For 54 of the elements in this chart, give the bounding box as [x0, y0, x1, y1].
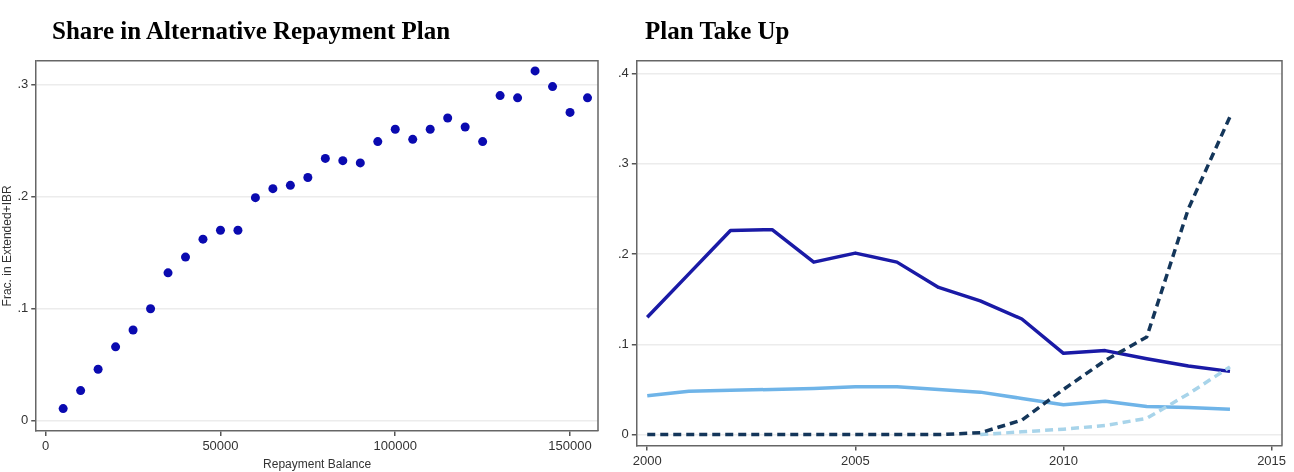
point: [548, 82, 558, 92]
point: [181, 252, 191, 262]
x-tick-label: 2005: [840, 452, 870, 468]
point: [495, 91, 505, 101]
point: [76, 386, 86, 396]
point: [408, 134, 418, 144]
y-tick-label: .3: [17, 75, 29, 91]
point: [373, 137, 383, 147]
chart-title: Share in Alternative Repayment Plan: [51, 16, 452, 46]
y-axis-title: Frac. in Extended+IBR: [0, 185, 14, 307]
y-tick-label: .2: [17, 188, 29, 204]
point: [233, 225, 243, 235]
point: [303, 172, 313, 182]
line-series: [978, 365, 1232, 437]
point: [215, 225, 225, 235]
x-axis-title: Repayment Balance: [263, 457, 372, 472]
point: [111, 342, 121, 352]
x-tick-label: 2000: [632, 452, 662, 468]
chart-title: Plan Take Up: [644, 16, 791, 46]
point: [146, 304, 156, 314]
point: [390, 124, 400, 134]
point: [128, 325, 138, 335]
point: [58, 404, 68, 414]
point: [320, 153, 330, 163]
point: [198, 234, 208, 244]
point: [425, 124, 435, 134]
point: [93, 364, 103, 374]
point: [443, 113, 453, 123]
y-tick-label: .4: [618, 65, 629, 81]
y-tick-label: 0: [621, 426, 629, 442]
point: [285, 180, 295, 190]
x-tick-label: 2015: [1257, 452, 1287, 468]
line-series: [645, 115, 1232, 437]
point: [565, 107, 575, 117]
point: [163, 268, 173, 278]
point: [478, 137, 488, 147]
point: [513, 93, 523, 103]
point: [460, 122, 470, 132]
y-tick-label: .3: [618, 155, 629, 171]
point: [338, 156, 348, 166]
point: [583, 93, 593, 103]
x-tick-label: 0: [42, 438, 50, 454]
x-tick-label: 50000: [202, 438, 239, 454]
y-tick-label: .2: [618, 245, 629, 261]
x-tick-label: 150000: [548, 438, 592, 454]
point: [355, 158, 365, 168]
y-tick-label: 0: [21, 412, 29, 428]
point: [530, 66, 540, 76]
y-tick-label: .1: [618, 335, 629, 351]
point: [268, 184, 278, 194]
point: [250, 193, 260, 203]
y-tick-label: .1: [17, 300, 29, 316]
x-tick-label: 100000: [373, 438, 417, 454]
x-tick-label: 2010: [1049, 452, 1078, 468]
